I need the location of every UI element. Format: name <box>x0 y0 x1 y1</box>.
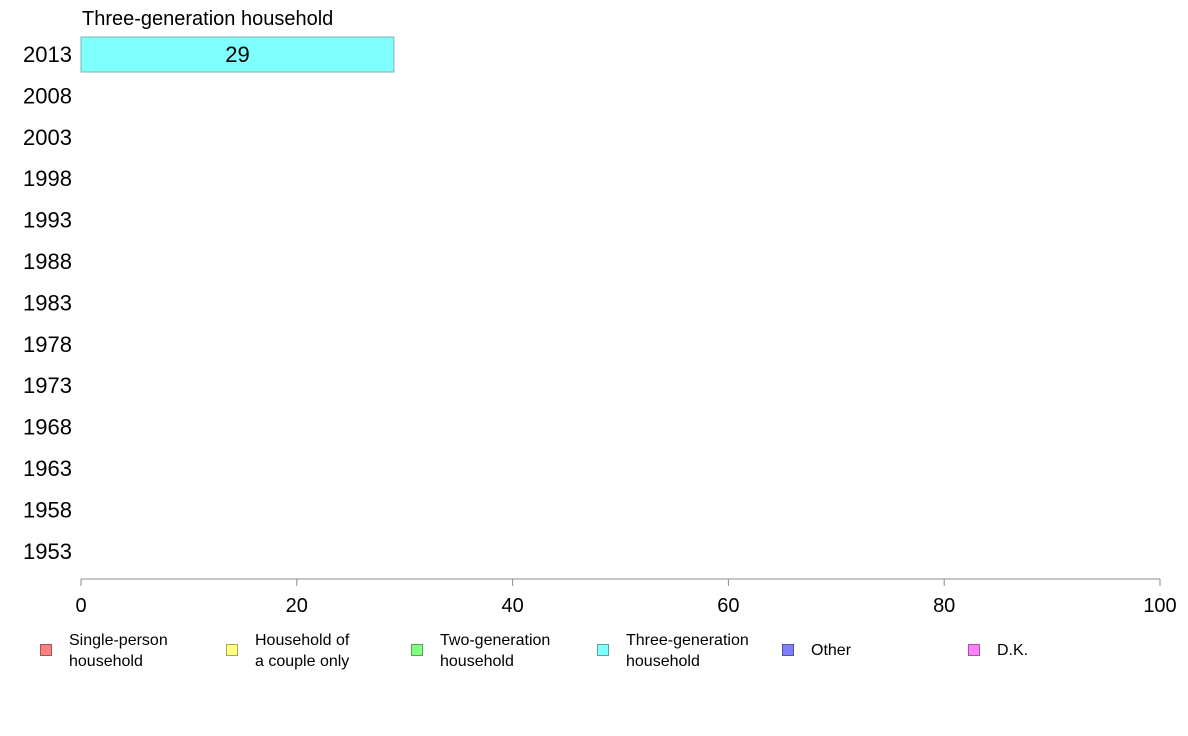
y-tick-label-1968: 1968 <box>23 415 72 440</box>
y-tick-label-1993: 1993 <box>23 208 72 233</box>
legend-label-0: Single-person household <box>69 632 168 670</box>
x-tick-label-0: 0 <box>75 595 86 617</box>
bar-annotation: Three-generation household <box>82 8 333 30</box>
legend-swatch-0 <box>40 644 52 656</box>
legend-item-1: Household of a couple only <box>226 630 349 672</box>
legend-item-3: Three-generation household <box>597 630 749 672</box>
y-tick-label-1998: 1998 <box>23 166 72 191</box>
legend-swatch-4 <box>782 644 794 656</box>
y-tick-labels: 2013 2008 2003 1998 1993 1988 1983 1978 1973 1968… <box>23 42 72 564</box>
y-tick-label-1988: 1988 <box>23 249 72 274</box>
legend-swatch-3 <box>597 644 609 656</box>
x-axis: 0 20 40 60 80 100 <box>75 578 1177 617</box>
y-tick-label-1978: 1978 <box>23 332 72 357</box>
legend-label-5: D.K. <box>997 642 1029 659</box>
legend-swatch-2 <box>411 644 423 656</box>
x-tick-label-60: 60 <box>717 595 739 617</box>
bars-group: 29 Three-generation household <box>80 8 395 73</box>
x-tick-label-80: 80 <box>933 595 955 617</box>
legend-label-4: Other <box>811 642 852 659</box>
legend-swatch-5 <box>968 644 980 656</box>
y-tick-label-1963: 1963 <box>23 456 72 481</box>
y-tick-label-1983: 1983 <box>23 290 72 315</box>
bar-2013-series-3 <box>80 36 395 73</box>
y-tick-label-2013: 2013 <box>23 42 72 67</box>
legend-label-3: Three-generation household <box>626 632 749 670</box>
x-tick-label-100: 100 <box>1143 595 1176 617</box>
y-tick-label-1953: 1953 <box>23 539 72 564</box>
legend-label-1: Household of a couple only <box>255 632 350 670</box>
data-label-2013-series-3: 29 <box>225 42 249 67</box>
x-tick-label-40: 40 <box>501 595 523 617</box>
y-tick-label-1958: 1958 <box>23 497 72 522</box>
legend: Single-person household Household of a co… <box>0 630 1188 680</box>
legend-label-2: Two-generation household <box>440 632 551 670</box>
x-tick-label-20: 20 <box>286 595 308 617</box>
legend-swatch-1 <box>226 644 238 656</box>
legend-item-2: Two-generation household <box>411 630 550 672</box>
y-tick-label-1973: 1973 <box>23 373 72 398</box>
y-tick-label-2003: 2003 <box>23 125 72 150</box>
legend-item-0: Single-person household <box>40 630 168 672</box>
y-tick-label-2008: 2008 <box>23 83 72 108</box>
legend-item-4: Other <box>782 630 851 661</box>
legend-item-5: D.K. <box>968 630 1028 661</box>
